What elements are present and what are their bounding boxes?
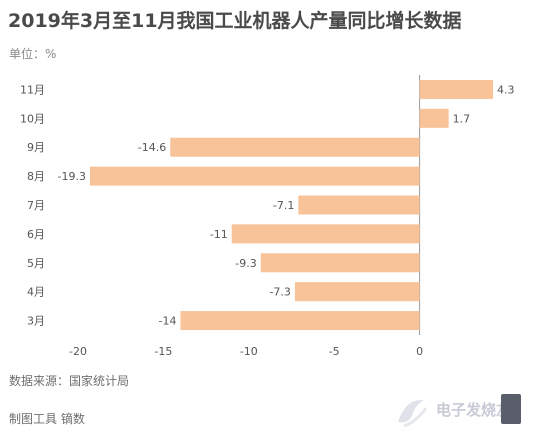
chart-title: 2019年3月至11月我国工业机器人产量同比增长数据 [8,10,462,32]
bar-0 [419,79,494,99]
bar-4 [298,195,420,215]
watermark: 电子发烧友 [392,390,527,434]
x-tick-label: -20 [69,345,87,358]
watermark-badge [501,394,521,424]
value-label: -7.1 [273,199,294,212]
value-label: -19.3 [57,170,85,183]
category-label: 11月 [20,83,45,96]
category-label: 6月 [27,228,45,241]
value-label: 4.3 [497,83,515,96]
value-label: 1.7 [453,112,471,125]
source-label: 数据来源：国家统计局 [9,374,130,388]
bar-5 [231,224,420,244]
bar-3 [89,166,420,186]
category-label: 9月 [27,141,45,154]
bar-7 [294,282,420,302]
electronics-logo-icon [398,399,428,428]
value-label: -11 [210,228,228,241]
category-label: 4月 [27,286,45,299]
maker-label: 制图工具 镝数 [9,412,85,426]
x-tick-label: -5 [329,345,340,358]
category-label: 5月 [27,257,45,270]
value-label: -9.3 [235,257,256,270]
category-label: 8月 [27,170,45,183]
bar-2 [170,137,420,157]
category-label: 7月 [27,199,45,212]
x-tick-label: 0 [416,345,423,358]
category-label: 10月 [20,112,45,125]
x-tick-label: -10 [240,345,258,358]
value-label: -14 [159,315,177,328]
x-tick-label: -15 [154,345,172,358]
bar-1 [419,108,449,128]
bar-8 [180,311,420,331]
unit-label: 单位：% [9,47,57,61]
value-label: -14.6 [138,141,166,154]
bar-6 [260,253,420,273]
value-label: -7.3 [269,286,290,299]
category-label: 3月 [27,315,45,328]
watermark-text: 电子发烧友 [436,401,512,419]
